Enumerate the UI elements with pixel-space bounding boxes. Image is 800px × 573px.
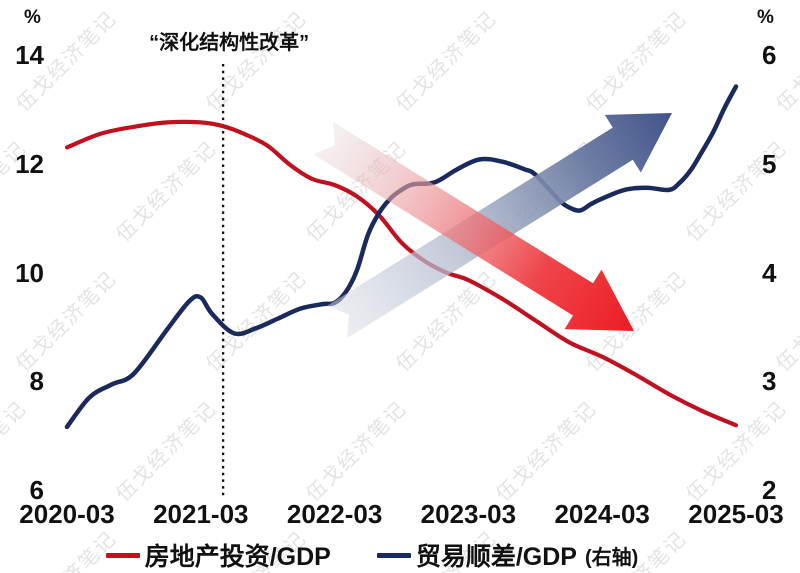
right-axis-tick-label: 4: [762, 257, 777, 288]
left-axis-tick-label: 12: [15, 148, 44, 179]
legend-item-trade-surplus: 贸易顺差/GDP (右轴): [376, 537, 639, 573]
right-axis-tick-label: 5: [762, 148, 777, 179]
x-axis-tick-label: 2025-03: [688, 499, 784, 529]
left-axis-tick-label: 8: [29, 366, 44, 397]
legend-label: 贸易顺差/GDP: [415, 543, 577, 571]
legend: 房地产投资/GDP 贸易顺差/GDP (右轴): [0, 537, 772, 573]
legend-swatch: [105, 552, 140, 558]
legend-swatch: [376, 552, 411, 558]
right-axis-tick-label: 3: [762, 366, 777, 397]
x-axis-tick-label: 2024-03: [554, 499, 650, 529]
right-axis-unit: %: [757, 7, 774, 28]
left-axis-tick-label: 6: [29, 475, 44, 505]
left-axis-tick-label: 10: [15, 257, 44, 288]
right-axis-tick-label: 2: [762, 475, 777, 505]
right-axis-tick-label: 6: [762, 40, 777, 70]
x-axis-tick-label: 2021-03: [153, 499, 249, 529]
legend-label: 房地产投资/GDP: [144, 543, 331, 571]
falling-arrow: [313, 121, 634, 332]
left-axis-tick-label: 14: [15, 40, 44, 70]
reform-annotation-label: “深化结构性改革”: [149, 32, 310, 54]
x-axis-tick-label: 2023-03: [420, 499, 517, 529]
x-axis-tick-label: 2020-03: [19, 499, 115, 529]
x-axis-tick-label: 2022-03: [286, 499, 383, 529]
legend-suffix: (右轴): [584, 546, 639, 569]
legend-item-property-investment: 房地产投资/GDP: [105, 537, 331, 573]
left-axis-unit: %: [24, 7, 41, 28]
